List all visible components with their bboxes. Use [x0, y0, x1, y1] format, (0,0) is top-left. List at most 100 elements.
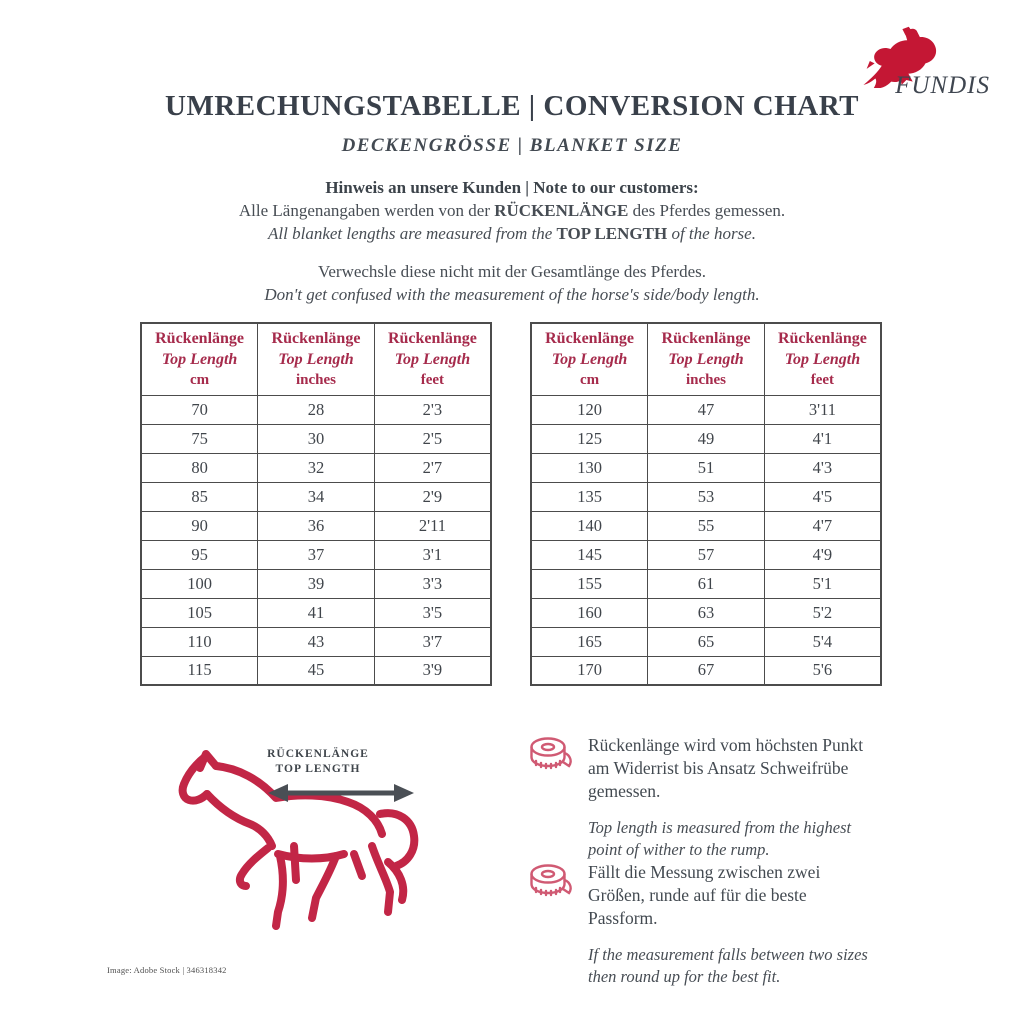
image-credit: Image: Adobe Stock | 346318342 — [107, 965, 227, 975]
table-cell: 5'4 — [763, 626, 882, 657]
table-cell: 105 — [140, 597, 259, 628]
page-title: UMRECHUNGSTABELLE | CONVERSION CHART — [165, 90, 859, 122]
table-cell: 5'6 — [763, 655, 882, 686]
table-cell: 75 — [140, 423, 259, 454]
table-cell: 28 — [257, 394, 375, 425]
table-cell: 53 — [647, 481, 765, 512]
table-cell: 95 — [140, 539, 259, 570]
table-row: 105 41 3'5 — [140, 597, 492, 628]
table-cell: 3'5 — [373, 597, 492, 628]
table-cell: 57 — [647, 539, 765, 570]
instruction-text-de: Rückenlänge wird vom höchsten Punkt am W… — [588, 735, 864, 801]
table-cell: 41 — [257, 597, 375, 628]
table-cell: 160 — [530, 597, 649, 628]
table-cell: 70 — [140, 394, 259, 425]
table-cell: 32 — [257, 452, 375, 483]
table-cell: 165 — [530, 626, 649, 657]
table-cell: 4'7 — [763, 510, 882, 541]
table-cell: 4'3 — [763, 452, 882, 483]
table-cell: 51 — [647, 452, 765, 483]
table-cell: 36 — [257, 510, 375, 541]
table-cell: 3'7 — [373, 626, 492, 657]
table-cell: 47 — [647, 394, 765, 425]
measure-label: RÜCKENLÄNGE TOP LENGTH — [267, 748, 369, 775]
table-cell: 2'3 — [373, 394, 492, 425]
table-cell: 30 — [257, 423, 375, 454]
table-row: 110 43 3'7 — [140, 626, 492, 657]
table-cell: 65 — [647, 626, 765, 657]
table-cell: 5'2 — [763, 597, 882, 628]
table-cell: 34 — [257, 481, 375, 512]
table-cell: 80 — [140, 452, 259, 483]
customer-note: Hinweis an unsere Kunden | Note to our c… — [0, 176, 1024, 245]
table-cell: 3'9 — [373, 655, 492, 686]
table-cell: 43 — [257, 626, 375, 657]
table-row: 115 45 3'9 — [140, 655, 492, 686]
instruction-text-de: Fällt die Messung zwischen zwei Größen, … — [588, 862, 821, 928]
table-cell: 4'1 — [763, 423, 882, 454]
jumping-horse-icon — [863, 26, 937, 88]
table-row: 100 39 3'3 — [140, 568, 492, 599]
size-table-right: Rückenlänge Top Length cm Rückenlänge To… — [530, 322, 882, 686]
table-row: 165 65 5'4 — [530, 626, 882, 657]
instructions: Rückenlänge wird vom höchsten Punkt am W… — [528, 734, 878, 988]
page-subtitle: DECKENGRÖSSE | BLANKET SIZE — [341, 135, 683, 156]
table-cell: 130 — [530, 452, 649, 483]
horse-outline-icon — [178, 750, 419, 930]
instruction-item: Fällt die Messung zwischen zwei Größen, … — [528, 861, 878, 930]
table-cell: 135 — [530, 481, 649, 512]
note-heading: Hinweis an unsere Kunden | Note to our c… — [325, 178, 699, 197]
measuring-tape-icon — [530, 737, 572, 770]
table-row: 95 37 3'1 — [140, 539, 492, 570]
brand-logo: FUNDIS — [840, 24, 990, 104]
table-row: 120 47 3'11 — [530, 394, 882, 425]
table-cell: 49 — [647, 423, 765, 454]
note-line-de: Alle Längenangaben werden von der RÜCKEN… — [238, 201, 786, 220]
instruction-text-en: Top length is measured from the highest … — [588, 818, 852, 859]
table-row: 160 63 5'2 — [530, 597, 882, 628]
table-cell: 3'3 — [373, 568, 492, 599]
table-row: 130 51 4'3 — [530, 452, 882, 483]
size-table-left: Rückenlänge Top Length cm Rückenlänge To… — [140, 322, 492, 686]
table-cell: 125 — [530, 423, 649, 454]
table-cell: 67 — [647, 655, 765, 686]
table-cell: 4'9 — [763, 539, 882, 570]
table-row: 75 30 2'5 — [140, 423, 492, 454]
instruction-text-en: If the measurement falls between two siz… — [588, 945, 868, 986]
table-cell: 115 — [140, 655, 259, 686]
table-row: 80 32 2'7 — [140, 452, 492, 483]
table-row: 70 28 2'3 — [140, 394, 492, 425]
note-line-en: All blanket lengths are measured from th… — [268, 224, 756, 243]
table-cell: 3'11 — [763, 394, 882, 425]
table-cell: 140 — [530, 510, 649, 541]
column-header-inches: Rückenlänge Top Length inches — [257, 322, 375, 396]
table-cell: 45 — [257, 655, 375, 686]
measuring-tape-icon — [530, 864, 572, 897]
table-cell: 170 — [530, 655, 649, 686]
table-row: 85 34 2'9 — [140, 481, 492, 512]
table-cell: 90 — [140, 510, 259, 541]
table-cell: 155 — [530, 568, 649, 599]
table-cell: 37 — [257, 539, 375, 570]
table-row: 135 53 4'5 — [530, 481, 882, 512]
table-header-row: Rückenlänge Top Length cm Rückenlänge To… — [530, 322, 882, 396]
table-cell: 100 — [140, 568, 259, 599]
table-cell: 61 — [647, 568, 765, 599]
table-cell: 63 — [647, 597, 765, 628]
table-cell: 2'11 — [373, 510, 492, 541]
table-row: 170 67 5'6 — [530, 655, 882, 686]
column-header-cm: Rückenlänge Top Length cm — [530, 322, 649, 396]
table-cell: 85 — [140, 481, 259, 512]
table-cell: 39 — [257, 568, 375, 599]
table-cell: 55 — [647, 510, 765, 541]
table-cell: 3'1 — [373, 539, 492, 570]
double-arrow-icon — [268, 784, 414, 802]
column-header-feet: Rückenlänge Top Length feet — [373, 322, 492, 396]
table-cell: 2'7 — [373, 452, 492, 483]
table-row: 155 61 5'1 — [530, 568, 882, 599]
column-header-inches: Rückenlänge Top Length inches — [647, 322, 765, 396]
table-row: 140 55 4'7 — [530, 510, 882, 541]
column-header-feet: Rückenlänge Top Length feet — [763, 322, 882, 396]
confusion-note: Verwechsle diese nicht mit der Gesamtlän… — [0, 260, 1024, 306]
